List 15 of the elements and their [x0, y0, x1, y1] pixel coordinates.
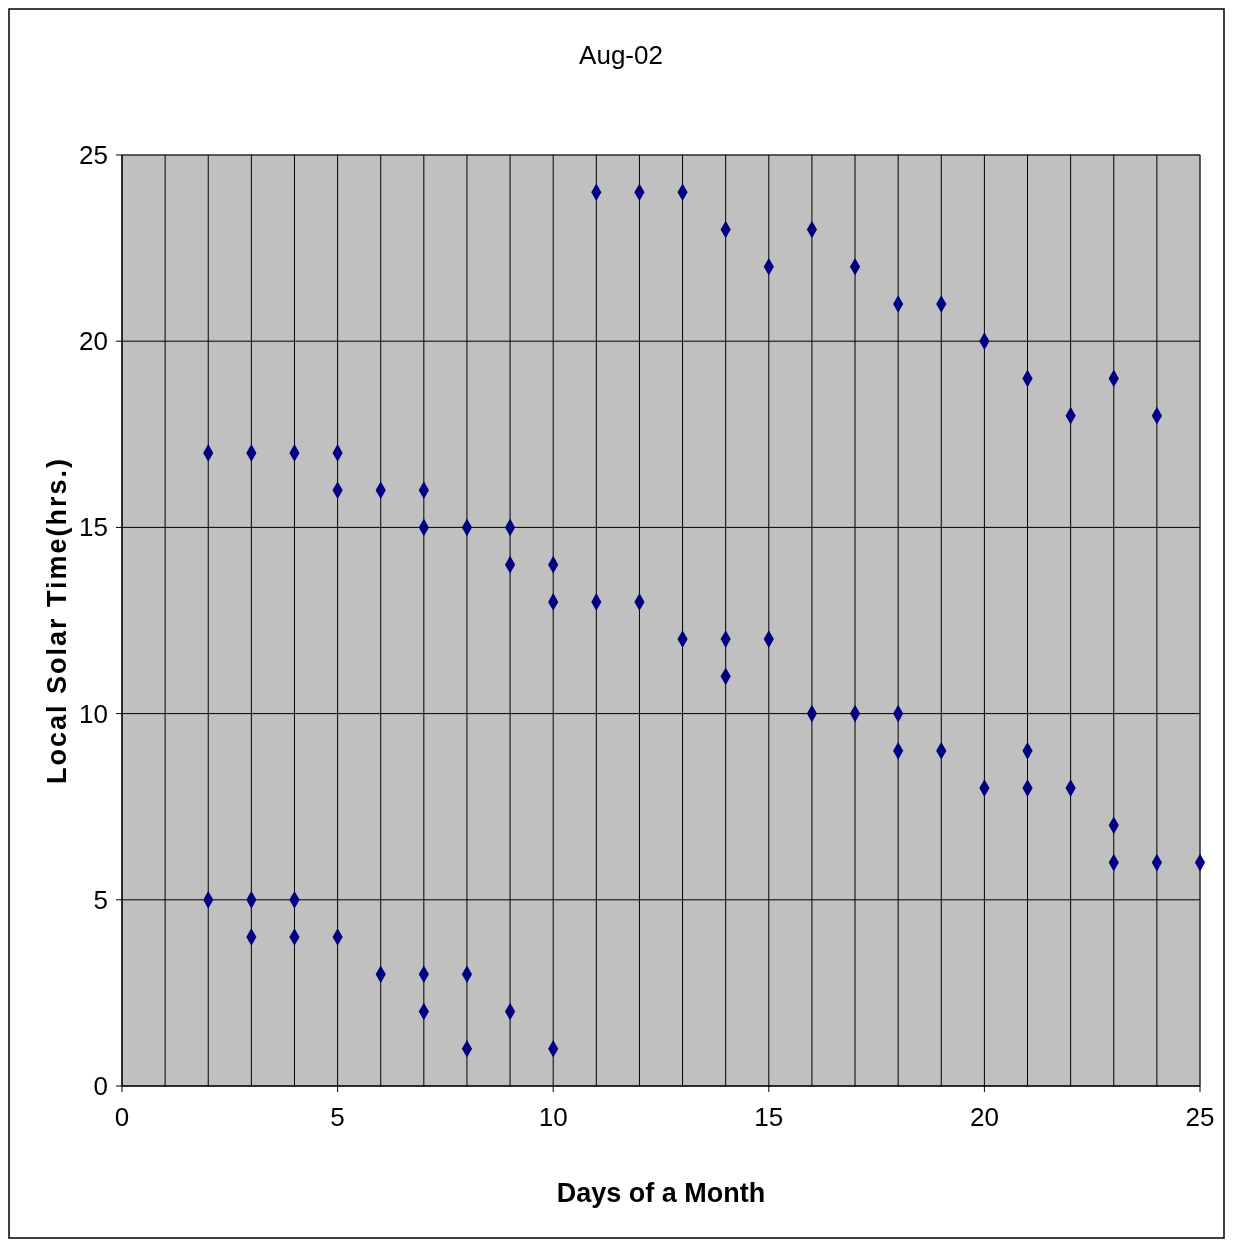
- chart-title: Aug-02: [579, 40, 663, 70]
- x-tick-label: 20: [969, 1102, 999, 1132]
- x-tick-label: 15: [754, 1102, 784, 1132]
- x-axis-title: Days of a Month: [556, 1178, 766, 1208]
- y-tick-label: 25: [79, 140, 108, 170]
- y-axis-title: Local Solar Time(hrs.): [42, 456, 72, 785]
- y-tick-label: 20: [79, 326, 108, 357]
- x-tick-label: 5: [330, 1102, 345, 1132]
- y-tick-label: 5: [93, 884, 108, 915]
- x-tick-label: 25: [1185, 1102, 1215, 1132]
- y-tick-label: 0: [93, 1071, 108, 1101]
- y-tick-label: 10: [79, 698, 108, 729]
- x-tick-label: 0: [114, 1102, 130, 1132]
- x-tick-label: 10: [538, 1102, 568, 1132]
- y-tick-label: 15: [79, 512, 108, 543]
